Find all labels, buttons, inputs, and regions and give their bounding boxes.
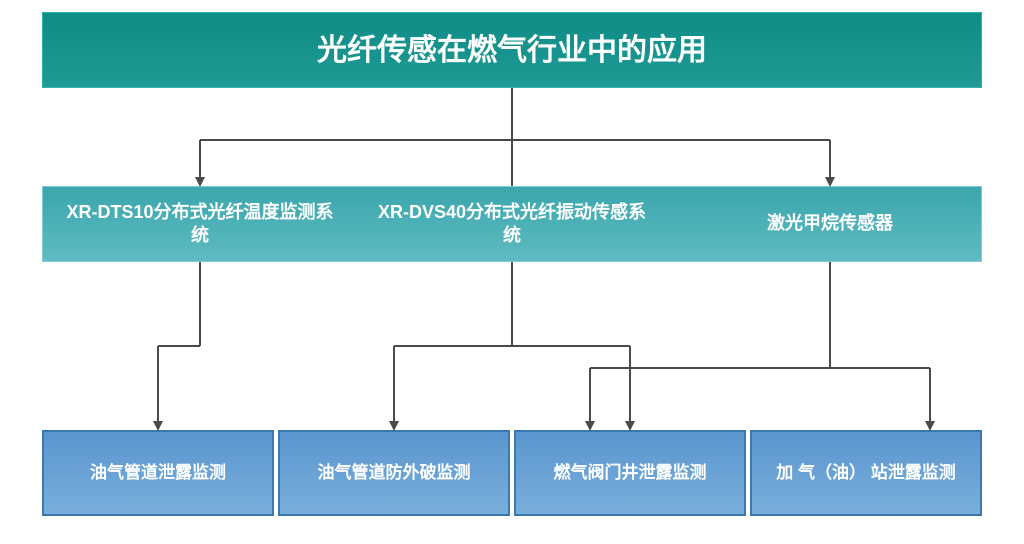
root-label: 光纤传感在燃气行业中的应用: [317, 31, 707, 70]
mid-node-dvs40: XR-DVS40分布式光纤振动传感系统: [367, 186, 657, 262]
mid-node-laser-methane: 激光甲烷传感器: [700, 186, 960, 262]
leaf-label-2: 油气管道防外破监测: [318, 462, 471, 484]
mid-label-2: XR-DVS40分布式光纤振动传感系统: [373, 201, 651, 248]
leaf-pipeline-leak: 油气管道泄露监测: [42, 430, 274, 516]
leaf-valve-well-leak: 燃气阀门井泄露监测: [514, 430, 746, 516]
mid-node-dts10: XR-DTS10分布式光纤温度监测系统: [55, 186, 345, 262]
leaf-pipeline-damage: 油气管道防外破监测: [278, 430, 510, 516]
mid-label-1: XR-DTS10分布式光纤温度监测系统: [61, 201, 339, 248]
leaf-label-3: 燃气阀门井泄露监测: [554, 462, 707, 484]
leaf-label-4: 加 气（油） 站泄露监测: [776, 462, 955, 484]
root-node: 光纤传感在燃气行业中的应用: [42, 12, 982, 88]
leaf-label-1: 油气管道泄露监测: [90, 462, 226, 484]
leaf-station-leak: 加 气（油） 站泄露监测: [750, 430, 982, 516]
mid-label-3: 激光甲烷传感器: [767, 212, 893, 235]
